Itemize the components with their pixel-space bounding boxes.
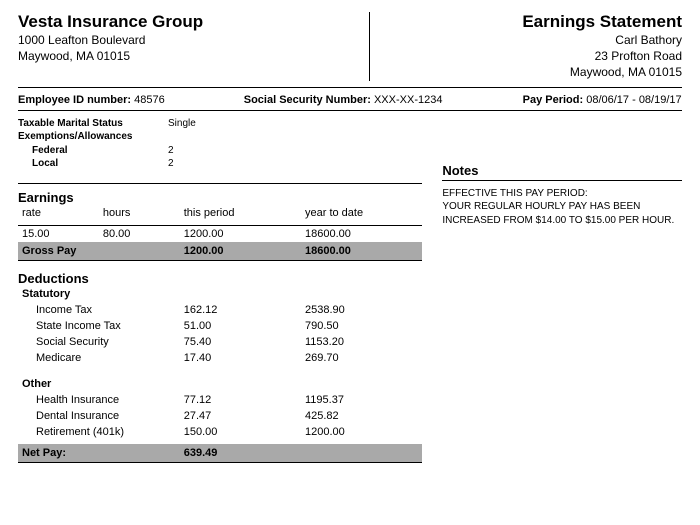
- deduction-row: Dental Insurance27.47425.82: [18, 408, 422, 424]
- notes-line1: EFFECTIVE THIS PAY PERIOD:: [442, 187, 682, 201]
- deduction-label: Income Tax: [18, 302, 180, 318]
- h-period: this period: [180, 205, 301, 226]
- earnings-row: 15.00 80.00 1200.00 18600.00: [18, 226, 422, 242]
- ssn-value: XXX-XX-1234: [374, 94, 442, 106]
- deduction-period: 75.40: [180, 334, 301, 350]
- deduction-label: Retirement (401k): [18, 424, 180, 440]
- ytd-earn: 18600.00: [301, 226, 422, 242]
- deduction-period: 77.12: [180, 392, 301, 408]
- other-label: Other: [22, 378, 51, 390]
- period-cell: Pay Period: 08/06/17 - 08/19/17: [523, 94, 682, 106]
- deduction-period: 17.40: [180, 350, 301, 366]
- company-addr2: Maywood, MA 01015: [18, 48, 359, 64]
- info-bar: Employee ID number: 48576 Social Securit…: [18, 88, 682, 111]
- deduction-label: Health Insurance: [18, 392, 180, 408]
- company-name: Vesta Insurance Group: [18, 12, 359, 32]
- tax-block: Taxable Marital Status Single Exemptions…: [18, 117, 422, 184]
- earnings-table: rate hours this period year to date 15.0…: [18, 205, 422, 261]
- gross-label: Gross Pay: [18, 242, 180, 261]
- h-ytd: year to date: [301, 205, 422, 226]
- earnings-header-row: rate hours this period year to date: [18, 205, 422, 226]
- deduction-ytd: 1195.37: [301, 392, 422, 408]
- net-row: Net Pay: 639.49: [18, 444, 422, 463]
- company-block: Vesta Insurance Group 1000 Leafton Boule…: [18, 12, 370, 81]
- deduction-period: 51.00: [180, 318, 301, 334]
- deduction-ytd: 425.82: [301, 408, 422, 424]
- emp-id-value: 48576: [134, 94, 165, 106]
- deduction-row: Health Insurance77.121195.37: [18, 392, 422, 408]
- deduction-row: State Income Tax51.00790.50: [18, 318, 422, 334]
- employee-addr1: 23 Profton Road: [380, 48, 682, 64]
- notes-title: Notes: [442, 163, 682, 178]
- notes-body: EFFECTIVE THIS PAY PERIOD: YOUR REGULAR …: [442, 187, 682, 228]
- deduction-period: 162.12: [180, 302, 301, 318]
- net-label: Net Pay:: [18, 444, 180, 463]
- rate-value: 15.00: [18, 226, 99, 242]
- deduction-period: 27.47: [180, 408, 301, 424]
- period-label: Pay Period:: [523, 94, 584, 106]
- emp-id-label: Employee ID number:: [18, 94, 131, 106]
- deduction-period: 150.00: [180, 424, 301, 440]
- h-hours: hours: [99, 205, 180, 226]
- left-column: Taxable Marital Status Single Exemptions…: [18, 117, 436, 463]
- other-header: Other: [18, 376, 422, 392]
- marital-label: Taxable Marital Status: [18, 118, 123, 129]
- deduction-label: State Income Tax: [18, 318, 180, 334]
- deduction-row: Social Security75.401153.20: [18, 334, 422, 350]
- statutory-label: Statutory: [22, 288, 70, 300]
- company-addr1: 1000 Leafton Boulevard: [18, 32, 359, 48]
- deduction-ytd: 269.70: [301, 350, 422, 366]
- employee-name: Carl Bathory: [380, 32, 682, 48]
- deduction-row: Income Tax162.122538.90: [18, 302, 422, 318]
- gross-row: Gross Pay 1200.00 18600.00: [18, 242, 422, 261]
- doc-title: Earnings Statement: [380, 12, 682, 32]
- net-value: 639.49: [180, 444, 301, 463]
- marital-value: Single: [168, 117, 196, 131]
- period-earn: 1200.00: [180, 226, 301, 242]
- exempt-label: Exemptions/Allowances: [18, 131, 132, 142]
- employee-addr2: Maywood, MA 01015: [380, 64, 682, 80]
- deduction-label: Dental Insurance: [18, 408, 180, 424]
- federal-label: Federal: [32, 145, 68, 156]
- notes-line2: YOUR REGULAR HOURLY PAY HAS BEEN INCREAS…: [442, 200, 682, 227]
- h-rate: rate: [18, 205, 99, 226]
- local-value: 2: [168, 157, 174, 171]
- main: Taxable Marital Status Single Exemptions…: [18, 117, 682, 463]
- deduction-ytd: 790.50: [301, 318, 422, 334]
- local-label: Local: [32, 158, 58, 169]
- deduction-label: Social Security: [18, 334, 180, 350]
- deduction-row: Medicare17.40269.70: [18, 350, 422, 366]
- emp-id-cell: Employee ID number: 48576: [18, 94, 244, 106]
- deductions-table: Statutory Income Tax162.122538.90State I…: [18, 286, 422, 463]
- gross-ytd: 18600.00: [301, 242, 422, 261]
- deductions-title: Deductions: [18, 271, 422, 286]
- earnings-title: Earnings: [18, 190, 422, 205]
- right-column: Notes EFFECTIVE THIS PAY PERIOD: YOUR RE…: [436, 117, 682, 463]
- deduction-ytd: 2538.90: [301, 302, 422, 318]
- ssn-cell: Social Security Number: XXX-XX-1234: [244, 94, 523, 106]
- header: Vesta Insurance Group 1000 Leafton Boule…: [18, 12, 682, 88]
- deduction-label: Medicare: [18, 350, 180, 366]
- deduction-row: Retirement (401k)150.001200.00: [18, 424, 422, 440]
- ssn-label: Social Security Number:: [244, 94, 371, 106]
- gross-period: 1200.00: [180, 242, 301, 261]
- period-value: 08/06/17 - 08/19/17: [586, 94, 681, 106]
- deduction-ytd: 1153.20: [301, 334, 422, 350]
- hours-value: 80.00: [99, 226, 180, 242]
- federal-value: 2: [168, 144, 174, 158]
- employee-block: Earnings Statement Carl Bathory 23 Proft…: [370, 12, 682, 81]
- deduction-ytd: 1200.00: [301, 424, 422, 440]
- statutory-header: Statutory: [18, 286, 422, 302]
